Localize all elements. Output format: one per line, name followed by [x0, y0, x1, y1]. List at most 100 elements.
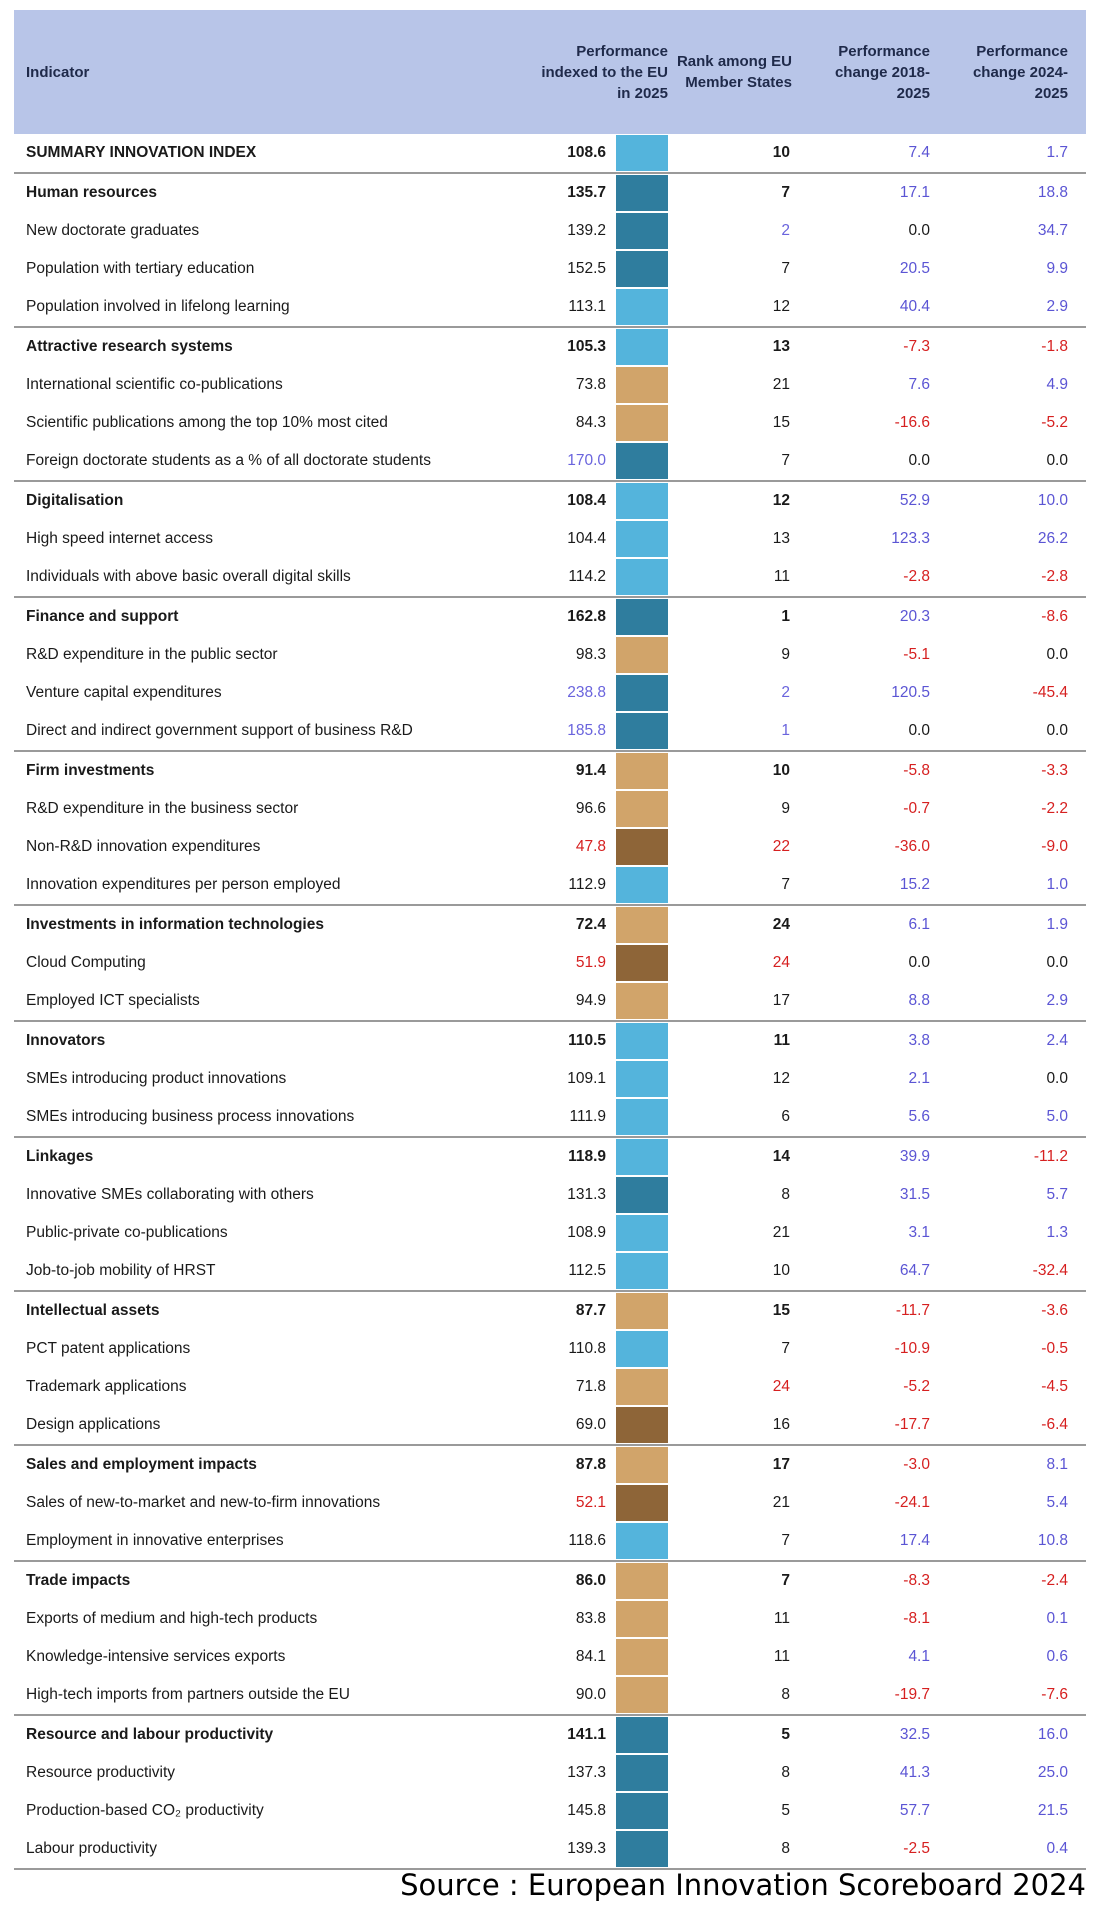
performance-value: 114.2	[568, 568, 606, 585]
header-change-2024-2025: Performance change 2024-2025	[972, 42, 1068, 102]
change-2018-2025: 40.4	[899, 298, 930, 315]
rank-value: 8	[781, 1764, 790, 1781]
change-2018-2025: -17.7	[894, 1416, 930, 1433]
change-2024-2025: -6.4	[1041, 1416, 1068, 1433]
change-2018-2025: 20.3	[810, 596, 948, 636]
header-change-2018-2025: Performance change 2018-2025	[834, 42, 930, 102]
indicator-name: Innovative SMEs collaborating with other…	[26, 1186, 314, 1203]
performance-value: 110.5	[526, 1020, 616, 1060]
change-2018-2025: 8.8	[908, 992, 930, 1009]
indicator-name: Innovators	[14, 1020, 526, 1060]
change-2018-2025: -5.2	[903, 1378, 930, 1395]
table-row: Individuals with above basic overall dig…	[14, 558, 1086, 597]
rank-value: 24	[772, 954, 790, 971]
change-2018-2025: 120.5	[891, 684, 930, 701]
performance-color-swatch	[616, 983, 668, 1019]
table-row: Linkages 118.9 14 39.9 -11.2	[14, 1136, 1086, 1176]
performance-color-cell	[616, 790, 668, 828]
table-row: Sales and employment impacts 87.8 17 -3.0 8.…	[14, 1444, 1086, 1484]
change-2018-2025: -5.1	[903, 646, 930, 663]
performance-value: 90.0	[575, 1686, 606, 1703]
table-row: Exports of medium and high-tech products…	[14, 1600, 1086, 1638]
performance-value: 131.3	[567, 1186, 606, 1203]
performance-color-swatch	[616, 1717, 668, 1753]
rank-value: 7	[781, 452, 790, 469]
change-2018-2025: 0.0	[908, 452, 930, 469]
performance-color-cell	[616, 1444, 668, 1484]
performance-color-cell	[616, 1098, 668, 1137]
change-2018-2025: 7.6	[908, 376, 930, 393]
performance-value: 83.8	[575, 1610, 606, 1627]
performance-value: 170.0	[567, 452, 606, 469]
change-2024-2025: 2.9	[1046, 298, 1068, 315]
indicator-name: Innovation expenditures per person emplo…	[26, 876, 341, 893]
change-2024-2025: 34.7	[1037, 222, 1068, 239]
performance-color-swatch	[616, 1831, 668, 1867]
rank-value: 21	[772, 376, 790, 393]
indicator-name: PCT patent applications	[26, 1340, 191, 1357]
performance-value: 110.8	[568, 1340, 606, 1357]
table-row: Resource productivity 137.3 8 41.3 25.0	[14, 1754, 1086, 1792]
change-2024-2025: 5.4	[1046, 1494, 1068, 1511]
change-2018-2025: 32.5	[810, 1714, 948, 1754]
indicator-name: R&D expenditure in the business sector	[26, 800, 299, 817]
performance-color-swatch	[616, 1601, 668, 1637]
performance-color-cell	[616, 480, 668, 520]
change-2024-2025: -32.4	[1032, 1262, 1068, 1279]
performance-color-swatch	[616, 637, 668, 673]
indicator-name: Public-private co-publications	[26, 1224, 228, 1241]
indicator-name: Trademark applications	[26, 1378, 187, 1395]
indicator-name: Direct and indirect government support o…	[26, 722, 413, 739]
performance-color-swatch	[616, 829, 668, 865]
performance-color-swatch	[616, 1755, 668, 1791]
change-2018-2025: 123.3	[891, 530, 930, 547]
performance-color-swatch	[616, 1677, 668, 1713]
table-row: Cloud Computing 51.9 24 0.0 0.0	[14, 944, 1086, 982]
performance-value: 152.5	[567, 260, 606, 277]
table-row: SUMMARY INNOVATION INDEX 108.6 10 7.4 1.7	[14, 134, 1086, 173]
rank-value: 13	[668, 326, 810, 366]
rank-value: 12	[772, 298, 790, 315]
table-row: Innovative SMEs collaborating with other…	[14, 1176, 1086, 1214]
performance-color-cell	[616, 1676, 668, 1715]
performance-value: 112.9	[568, 876, 606, 893]
performance-color-swatch	[616, 1139, 668, 1175]
indicator-name: Foreign doctorate students as a % of all…	[26, 452, 431, 469]
change-2024-2025: 1.7	[1046, 144, 1068, 161]
performance-color-swatch	[616, 599, 668, 635]
change-2018-2025: 3.8	[810, 1020, 948, 1060]
performance-color-swatch	[616, 1639, 668, 1675]
table-row: Intellectual assets 87.7 15 -11.7 -3.6	[14, 1290, 1086, 1330]
rank-value: 9	[781, 800, 790, 817]
rank-value: 21	[772, 1224, 790, 1241]
rank-value: 1	[668, 596, 810, 636]
change-2024-2025: -2.2	[1041, 800, 1068, 817]
table-row: Human resources 135.7 7 17.1 18.8	[14, 172, 1086, 212]
table-row: Finance and support 162.8 1 20.3 -8.6	[14, 596, 1086, 636]
change-2018-2025: 15.2	[899, 876, 930, 893]
performance-color-cell	[616, 134, 668, 173]
indicator-name: Population with tertiary education	[26, 260, 255, 277]
header-indicator: Indicator	[26, 63, 90, 81]
performance-color-cell	[616, 1290, 668, 1330]
performance-color-cell	[616, 1368, 668, 1406]
rank-value: 9	[781, 646, 790, 663]
change-2018-2025: -2.5	[810, 1830, 948, 1870]
performance-color-cell	[616, 1136, 668, 1176]
performance-value: 118.9	[526, 1136, 616, 1176]
rank-value: 8	[668, 1830, 810, 1870]
indicator-name: Production-based CO₂ productivity	[26, 1802, 264, 1819]
change-2024-2025: -8.6	[948, 596, 1086, 636]
performance-value: 108.9	[567, 1224, 606, 1241]
indicator-name: SUMMARY INNOVATION INDEX	[26, 144, 257, 161]
performance-color-cell	[616, 288, 668, 327]
change-2018-2025: 41.3	[899, 1764, 930, 1781]
table-row: Design applications 69.0 16 -17.7 -6.4	[14, 1406, 1086, 1445]
table-row: Firm investments 91.4 10 -5.8 -3.3	[14, 750, 1086, 790]
performance-color-cell	[616, 1020, 668, 1060]
change-2018-2025: 64.7	[899, 1262, 930, 1279]
rank-value: 24	[772, 1378, 790, 1395]
performance-value: 238.8	[567, 684, 606, 701]
performance-color-swatch	[616, 1407, 668, 1443]
performance-value: 162.8	[526, 596, 616, 636]
